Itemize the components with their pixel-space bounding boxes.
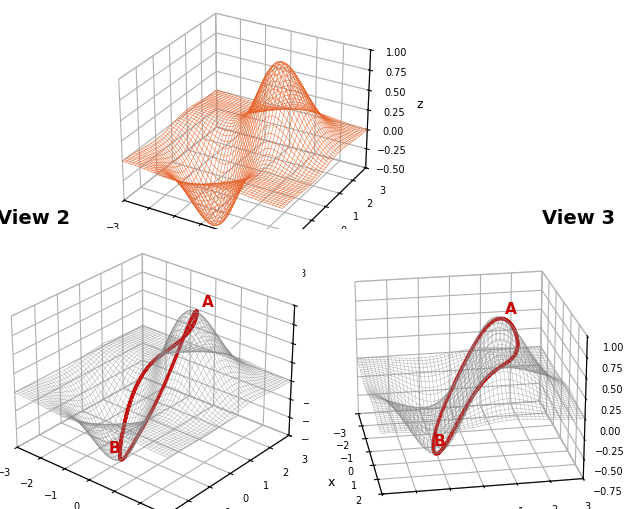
X-axis label: x: x — [176, 263, 183, 276]
X-axis label: x: x — [328, 475, 335, 488]
Text: View 2: View 2 — [0, 209, 70, 228]
Y-axis label: y: y — [357, 237, 364, 249]
Y-axis label: y: y — [258, 506, 265, 509]
Text: View 3: View 3 — [542, 209, 615, 228]
